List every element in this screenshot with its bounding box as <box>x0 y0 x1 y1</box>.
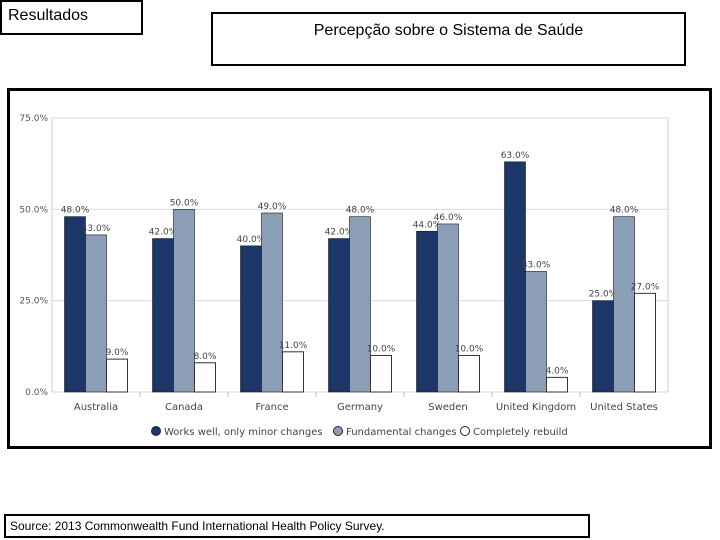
category-label: France <box>255 402 288 413</box>
bar <box>261 212 283 393</box>
category-label: Australia <box>74 402 118 413</box>
y-tick-label: 50.0% <box>19 205 48 215</box>
legend-label: Fundamental changes <box>346 427 457 438</box>
bar <box>194 362 216 393</box>
bar <box>416 230 438 393</box>
data-label: 10.0% <box>367 344 396 354</box>
bar <box>458 354 480 393</box>
data-label: 43.0% <box>82 224 111 234</box>
source-note: Source: 2013 Commonwealth Fund Internati… <box>10 519 385 533</box>
bar <box>592 300 614 393</box>
bar <box>152 238 174 393</box>
page-title: Percepção sobre o Sistema de Saúde <box>313 22 584 39</box>
bar <box>634 292 656 393</box>
data-label: 48.0% <box>346 206 375 216</box>
legend-marker <box>460 426 470 436</box>
bar <box>349 216 371 393</box>
bar <box>546 376 568 393</box>
data-label: 42.0% <box>149 228 178 238</box>
legend-label: Completely rebuild <box>473 427 568 438</box>
data-label: 11.0% <box>279 341 308 351</box>
bar <box>613 216 635 393</box>
data-label: 42.0% <box>325 228 354 238</box>
bar <box>370 354 392 393</box>
data-label: 25.0% <box>589 290 618 300</box>
bar <box>525 271 547 393</box>
data-label: 49.0% <box>258 202 287 212</box>
data-label: 48.0% <box>610 206 639 216</box>
data-label: 40.0% <box>237 235 266 245</box>
y-tick-label: 75.0% <box>19 114 48 124</box>
section-label-box: Resultados <box>0 0 143 35</box>
source-box: Source: 2013 Commonwealth Fund Internati… <box>4 514 590 538</box>
bar <box>106 358 128 393</box>
category-label: Canada <box>165 402 203 413</box>
bar <box>240 245 262 393</box>
category-label: United States <box>590 402 658 413</box>
y-tick-label: 0.0% <box>25 388 48 398</box>
bar <box>173 209 195 393</box>
category-label: United Kingdom <box>496 402 576 413</box>
legend-label: Works well, only minor changes <box>164 427 323 438</box>
data-label: 50.0% <box>170 198 199 208</box>
data-label: 10.0% <box>455 344 484 354</box>
data-label: 27.0% <box>631 282 660 292</box>
bar <box>328 238 350 393</box>
data-label: 8.0% <box>194 352 217 362</box>
bar <box>64 216 86 393</box>
bar <box>504 161 526 393</box>
data-label: 33.0% <box>522 260 551 270</box>
legend-marker <box>151 426 161 436</box>
y-tick-label: 25.0% <box>19 297 48 307</box>
bar <box>85 234 107 393</box>
bar <box>437 223 459 393</box>
data-label: 4.0% <box>546 366 569 376</box>
data-label: 46.0% <box>434 213 463 223</box>
data-label: 44.0% <box>413 220 442 230</box>
data-label: 63.0% <box>501 151 530 161</box>
category-label: Germany <box>337 402 383 413</box>
data-label: 9.0% <box>106 348 129 358</box>
title-box: Percepção sobre o Sistema de Saúde <box>211 12 686 66</box>
bar <box>282 351 304 393</box>
data-label: 48.0% <box>61 206 90 216</box>
category-label: Sweden <box>428 402 468 413</box>
legend-marker <box>333 426 343 436</box>
section-label: Resultados <box>8 7 89 24</box>
